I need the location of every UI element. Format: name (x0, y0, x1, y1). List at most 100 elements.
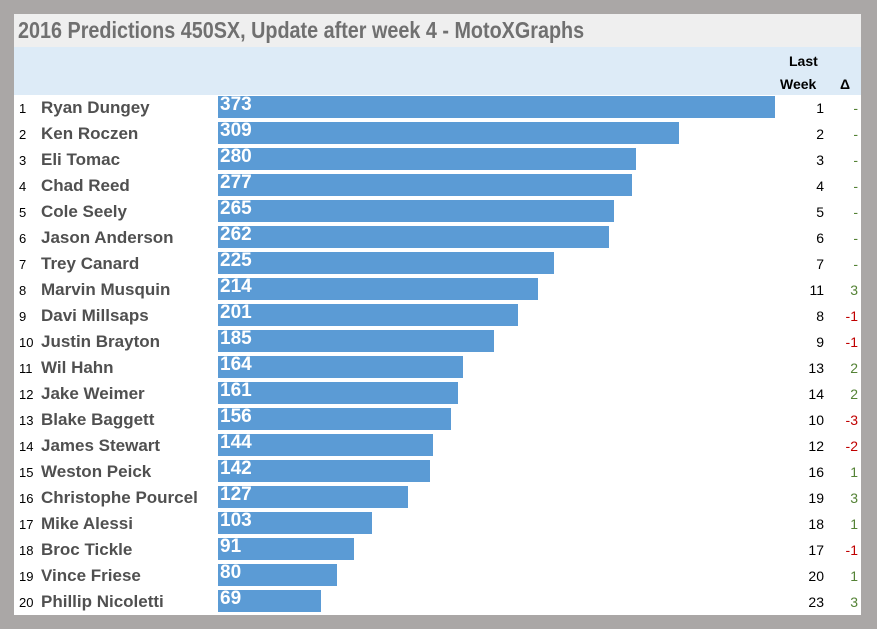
delta-value: -1 (845, 334, 858, 350)
delta-value: - (853, 126, 858, 142)
bar-value-label: 373 (220, 94, 252, 115)
bar-value-label: 144 (220, 432, 252, 453)
bar (218, 486, 408, 508)
last-week-value: 11 (809, 282, 824, 298)
bar (218, 590, 322, 612)
bar-value-label: 185 (220, 328, 252, 349)
rank-label: 10 (19, 335, 34, 350)
last-week-value: 7 (816, 256, 824, 272)
last-week-value: 5 (816, 204, 824, 220)
delta-value: - (853, 178, 858, 194)
table-row: 20 Phillip Nicoletti 69 23 3 (14, 588, 861, 615)
spreadsheet-area: 2016 Predictions 450SX, Update after wee… (14, 14, 861, 615)
rider-name: Mike Alessi (41, 514, 133, 533)
table-row: 6 Jason Anderson 262 6 - (14, 224, 861, 251)
last-week-value: 13 (808, 360, 824, 376)
last-week-value: 23 (808, 594, 824, 610)
bar (218, 460, 431, 482)
table-row: 2 Ken Roczen 309 2 - (14, 120, 861, 147)
bar (218, 148, 637, 170)
rank-label: 2 (19, 127, 27, 142)
rank-label: 17 (19, 517, 34, 532)
last-week-value: 18 (808, 516, 824, 532)
bar (218, 330, 495, 352)
delta-value: 3 (850, 594, 858, 610)
rank-label: 4 (19, 179, 27, 194)
delta-value: 3 (850, 490, 858, 506)
rank-label: 3 (19, 153, 27, 168)
rider-name: Vince Friese (41, 566, 141, 585)
bar-value-label: 277 (220, 172, 252, 193)
delta-value: -2 (845, 438, 858, 454)
table-row: 4 Chad Reed 277 4 - (14, 172, 861, 199)
bar (218, 278, 538, 300)
rank-label: 13 (19, 413, 34, 428)
delta-value: - (853, 152, 858, 168)
rider-name: Chad Reed (41, 176, 130, 195)
bar (218, 356, 463, 378)
bar (218, 200, 614, 222)
rider-name: Justin Brayton (41, 332, 161, 351)
table-row: 18 Broc Tickle 91 17 -1 (14, 536, 861, 563)
bar-value-label: 80 (220, 562, 242, 583)
last-week-header-line2: Week (780, 76, 817, 92)
rider-name: Marvin Musquin (41, 280, 171, 299)
last-week-value: 17 (808, 542, 824, 558)
bar-value-label: 201 (220, 302, 252, 323)
chart-title: 2016 Predictions 450SX, Update after wee… (18, 17, 585, 43)
rank-label: 5 (19, 205, 27, 220)
delta-value: 3 (850, 282, 858, 298)
delta-value: -1 (845, 308, 858, 324)
rider-name: Blake Baggett (41, 410, 155, 429)
bar (218, 96, 775, 118)
delta-value: -1 (845, 542, 858, 558)
delta-value: - (853, 256, 858, 272)
rider-name: Broc Tickle (41, 540, 133, 559)
bar-value-label: 69 (220, 588, 242, 609)
table-row: 12 Jake Weimer 161 14 2 (14, 380, 861, 407)
bar-value-label: 214 (220, 276, 252, 297)
rank-label: 19 (19, 569, 34, 584)
delta-value: 1 (850, 516, 858, 532)
title-band: 2016 Predictions 450SX, Update after wee… (14, 14, 861, 47)
bar-value-label: 265 (220, 198, 252, 219)
bar (218, 564, 338, 586)
table-row: 1 Ryan Dungey 373 1 - (14, 94, 861, 121)
rank-label: 14 (19, 439, 34, 454)
bar-value-label: 127 (220, 484, 252, 505)
rank-label: 11 (19, 361, 33, 376)
delta-value: - (853, 100, 858, 116)
rider-name: Jason Anderson (41, 228, 174, 247)
bar (218, 538, 354, 560)
rider-name: Christophe Pourcel (41, 488, 198, 507)
last-week-value: 10 (808, 412, 824, 428)
bar-value-label: 156 (220, 406, 252, 427)
last-week-value: 3 (816, 152, 824, 168)
rider-name: Eli Tomac (41, 150, 121, 169)
rider-name: Davi Millsaps (41, 306, 149, 325)
rank-label: 16 (19, 491, 34, 506)
bar (218, 174, 632, 196)
delta-value: 1 (850, 464, 858, 480)
table-row: 10 Justin Brayton 185 9 -1 (14, 328, 861, 355)
last-week-value: 19 (808, 490, 824, 506)
delta-value: - (853, 230, 858, 246)
table-row: 9 Davi Millsaps 201 8 -1 (14, 302, 861, 329)
rank-label: 20 (19, 595, 34, 610)
last-week-value: 1 (816, 100, 824, 116)
last-week-value: 2 (816, 126, 824, 142)
bar (218, 512, 372, 534)
rank-label: 8 (19, 283, 27, 298)
delta-value: 1 (850, 568, 858, 584)
rank-label: 9 (19, 309, 27, 324)
delta-header: Δ (840, 76, 851, 92)
bar-value-label: 142 (220, 458, 252, 479)
last-week-value: 14 (808, 386, 824, 402)
rider-name: Phillip Nicoletti (41, 592, 164, 611)
rider-name: Trey Canard (41, 254, 140, 273)
last-week-value: 4 (816, 178, 824, 194)
last-week-value: 12 (808, 438, 824, 454)
bar-value-label: 280 (220, 146, 252, 167)
rider-name: Ryan Dungey (41, 98, 150, 117)
rank-label: 1 (19, 101, 27, 116)
